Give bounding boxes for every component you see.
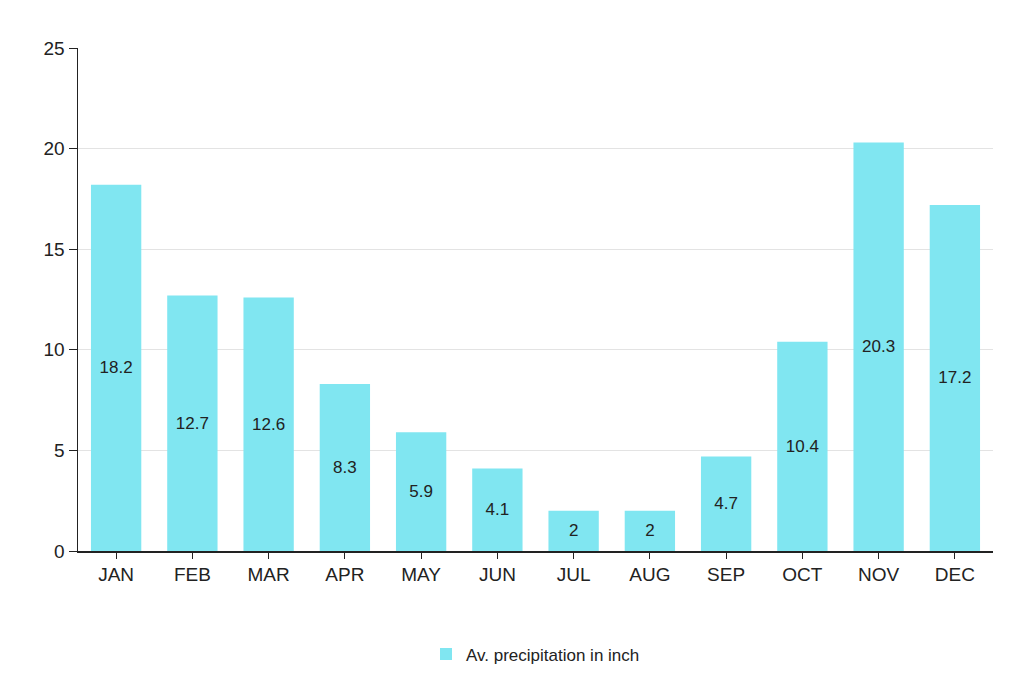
svg-text:OCT: OCT xyxy=(782,564,823,585)
svg-text:Av. precipitation in inch: Av. precipitation in inch xyxy=(466,646,639,665)
svg-text:5: 5 xyxy=(54,440,65,461)
svg-text:25: 25 xyxy=(44,38,65,59)
svg-text:15: 15 xyxy=(44,239,65,260)
svg-text:NOV: NOV xyxy=(858,564,900,585)
svg-text:12.6: 12.6 xyxy=(252,415,285,434)
svg-text:8.3: 8.3 xyxy=(333,458,357,477)
svg-text:AUG: AUG xyxy=(629,564,670,585)
svg-text:20: 20 xyxy=(44,138,65,159)
svg-text:0: 0 xyxy=(54,541,65,562)
svg-text:DEC: DEC xyxy=(935,564,975,585)
svg-text:2: 2 xyxy=(569,521,578,540)
svg-text:10.4: 10.4 xyxy=(786,437,819,456)
svg-text:18.2: 18.2 xyxy=(100,358,133,377)
svg-text:JUN: JUN xyxy=(479,564,516,585)
svg-text:JUL: JUL xyxy=(557,564,591,585)
svg-text:5.9: 5.9 xyxy=(409,482,433,501)
svg-text:4.7: 4.7 xyxy=(714,494,738,513)
svg-text:APR: APR xyxy=(325,564,364,585)
svg-text:20.3: 20.3 xyxy=(862,337,895,356)
svg-text:JAN: JAN xyxy=(98,564,134,585)
svg-text:10: 10 xyxy=(44,339,65,360)
svg-text:SEP: SEP xyxy=(707,564,745,585)
svg-text:17.2: 17.2 xyxy=(938,368,971,387)
svg-text:2: 2 xyxy=(645,521,654,540)
svg-text:12.7: 12.7 xyxy=(176,414,209,433)
svg-text:MAR: MAR xyxy=(248,564,290,585)
svg-text:4.1: 4.1 xyxy=(486,500,510,519)
svg-text:MAY: MAY xyxy=(401,564,441,585)
svg-text:FEB: FEB xyxy=(174,564,211,585)
